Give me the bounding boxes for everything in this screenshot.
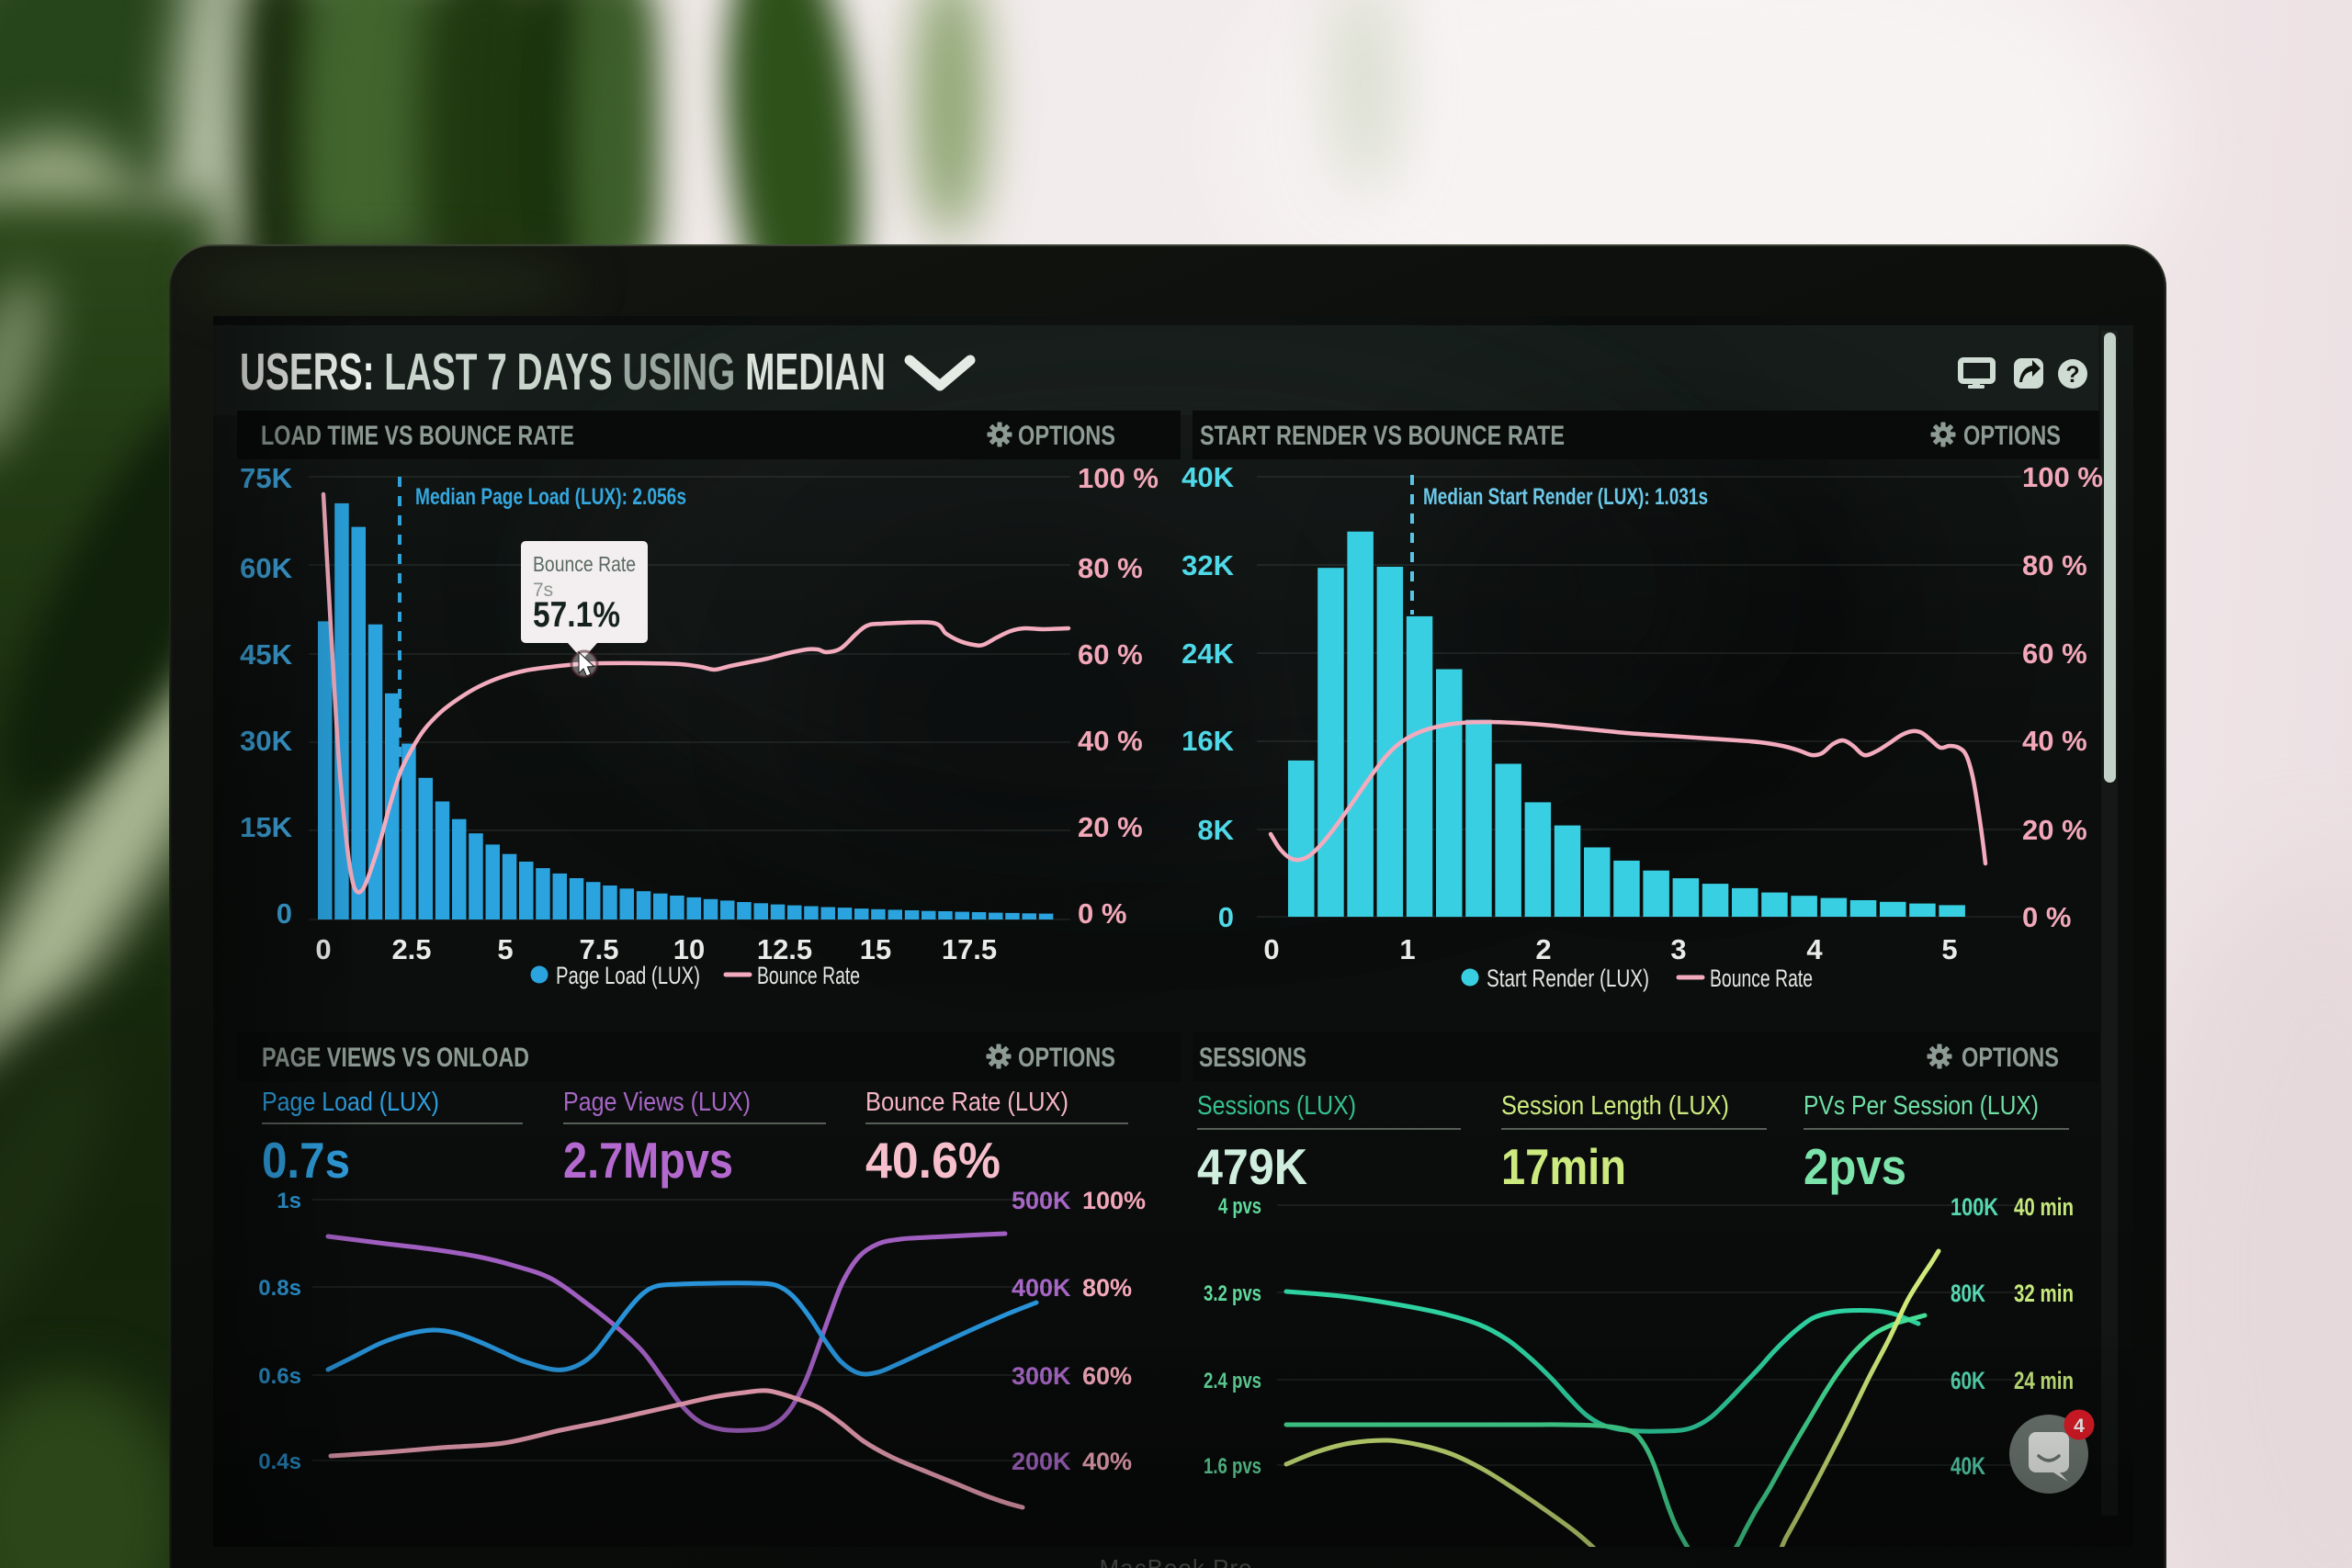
- svg-text:OPTIONS: OPTIONS: [1018, 1043, 1115, 1073]
- svg-text:8K: 8K: [1197, 814, 1234, 846]
- svg-text:2: 2: [1535, 933, 1551, 965]
- svg-text:Bounce Rate: Bounce Rate: [533, 552, 636, 576]
- svg-text:Bounce Rate (LUX): Bounce Rate (LUX): [865, 1088, 1069, 1117]
- svg-text:Session Length (LUX): Session Length (LUX): [1501, 1091, 1729, 1121]
- svg-text:10: 10: [673, 933, 705, 965]
- svg-text:OPTIONS: OPTIONS: [1963, 421, 2061, 451]
- svg-text:3: 3: [1670, 933, 1686, 965]
- svg-text:1: 1: [1399, 933, 1415, 965]
- svg-text:100 %: 100 %: [2022, 461, 2103, 493]
- svg-text:4: 4: [1806, 933, 1823, 965]
- svg-text:40 %: 40 %: [2022, 725, 2087, 757]
- svg-text:60 %: 60 %: [1078, 638, 1143, 671]
- svg-text:Median Page Load (LUX): 2.056s: Median Page Load (LUX): 2.056s: [415, 484, 686, 510]
- svg-text:100%: 100%: [1082, 1187, 1146, 1214]
- svg-text:100 %: 100 %: [1078, 462, 1159, 494]
- svg-text:17.5: 17.5: [942, 933, 997, 965]
- svg-text:400K: 400K: [1012, 1274, 1071, 1302]
- svg-text:5: 5: [497, 933, 513, 965]
- svg-text:Page Views (LUX): Page Views (LUX): [563, 1088, 751, 1117]
- svg-text:12.5: 12.5: [757, 933, 812, 965]
- svg-text:100K: 100K: [1951, 1193, 1998, 1221]
- svg-text:SESSIONS: SESSIONS: [1199, 1043, 1306, 1073]
- svg-text:80K: 80K: [1951, 1280, 1985, 1307]
- svg-text:24K: 24K: [1182, 637, 1234, 670]
- svg-text:Start Render (LUX): Start Render (LUX): [1487, 964, 1649, 992]
- svg-text:0 %: 0 %: [1078, 897, 1126, 930]
- svg-text:40K: 40K: [1182, 461, 1234, 493]
- svg-text:Bounce Rate: Bounce Rate: [1710, 964, 1813, 992]
- svg-text:7.5: 7.5: [579, 933, 618, 965]
- svg-text:80 %: 80 %: [2022, 549, 2087, 581]
- svg-text:20 %: 20 %: [1078, 811, 1143, 843]
- svg-text:2.5: 2.5: [391, 933, 431, 965]
- svg-text:32 min: 32 min: [2014, 1280, 2074, 1307]
- svg-text:5: 5: [1941, 933, 1957, 965]
- svg-text:0 %: 0 %: [2022, 901, 2071, 933]
- svg-text:60 %: 60 %: [2022, 637, 2087, 670]
- svg-text:0: 0: [1263, 933, 1279, 965]
- svg-text:40 min: 40 min: [2014, 1193, 2074, 1221]
- svg-text:3.2 pvs: 3.2 pvs: [1204, 1281, 1261, 1306]
- svg-text:Page Load (LUX): Page Load (LUX): [556, 962, 700, 989]
- svg-text:Median Start Render (LUX): 1.0: Median Start Render (LUX): 1.031s: [1423, 484, 1708, 510]
- svg-text:4 pvs: 4 pvs: [1218, 1194, 1261, 1219]
- svg-text:7s: 7s: [533, 580, 553, 601]
- svg-text:40 %: 40 %: [1078, 725, 1143, 757]
- svg-text:40.6%: 40.6%: [865, 1132, 1001, 1189]
- svg-text:57.1%: 57.1%: [533, 595, 620, 635]
- svg-text:OPTIONS: OPTIONS: [1962, 1043, 2059, 1073]
- svg-text:479K: 479K: [1197, 1138, 1307, 1195]
- svg-text:2.7Mpvs: 2.7Mpvs: [563, 1132, 733, 1189]
- svg-text:20 %: 20 %: [2022, 814, 2087, 846]
- svg-text:16K: 16K: [1182, 725, 1234, 757]
- svg-text:80%: 80%: [1082, 1274, 1132, 1302]
- svg-text:?: ?: [2065, 362, 2079, 388]
- svg-text:START RENDER VS BOUNCE RATE: START RENDER VS BOUNCE RATE: [1200, 421, 1565, 451]
- svg-text:2pvs: 2pvs: [1804, 1138, 1906, 1195]
- svg-text:500K: 500K: [1012, 1187, 1071, 1214]
- svg-text:80 %: 80 %: [1078, 552, 1143, 584]
- svg-text:Bounce Rate: Bounce Rate: [757, 962, 860, 989]
- svg-text:17min: 17min: [1501, 1138, 1626, 1195]
- svg-text:Sessions (LUX): Sessions (LUX): [1197, 1091, 1356, 1121]
- svg-text:15: 15: [860, 933, 891, 965]
- svg-text:PVs Per Session (LUX): PVs Per Session (LUX): [1804, 1091, 2039, 1121]
- svg-text:0: 0: [1218, 901, 1234, 933]
- svg-text:32K: 32K: [1182, 549, 1234, 581]
- svg-text:OPTIONS: OPTIONS: [1018, 421, 1115, 451]
